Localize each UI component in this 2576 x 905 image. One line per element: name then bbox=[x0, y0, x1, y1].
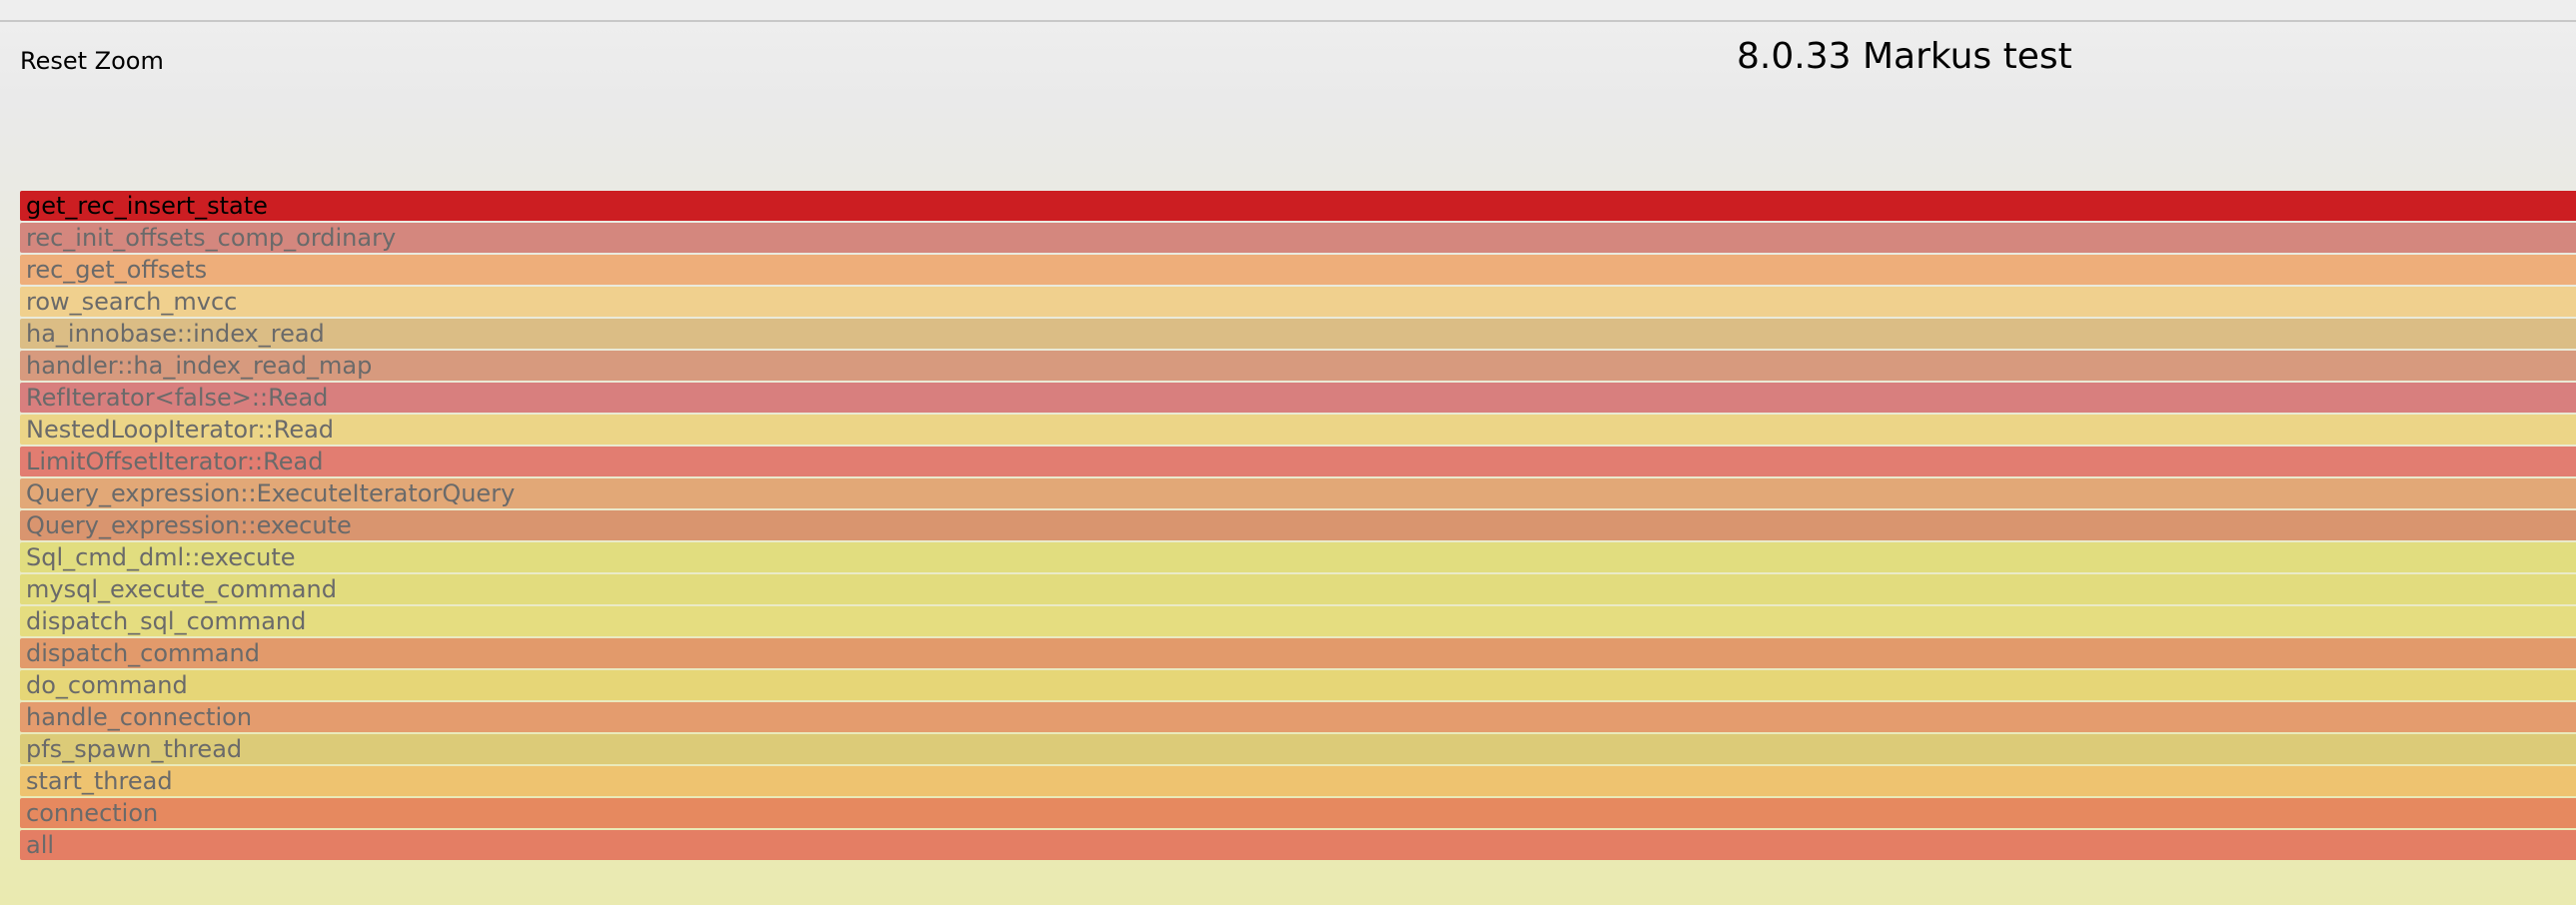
flame-frame[interactable]: RefIterator<false>::Read bbox=[20, 383, 2576, 413]
top-divider bbox=[0, 20, 2576, 22]
flame-frame[interactable]: Sql_cmd_dml::execute bbox=[20, 542, 2576, 572]
flame-frame[interactable]: NestedLoopIterator::Read bbox=[20, 415, 2576, 445]
flame-frame[interactable]: do_command bbox=[20, 670, 2576, 700]
flame-frame[interactable]: dispatch_command bbox=[20, 638, 2576, 668]
reset-zoom-button[interactable]: Reset Zoom bbox=[20, 47, 164, 75]
page-title: 8.0.33 Markus test bbox=[1737, 36, 2072, 77]
flame-frame[interactable]: dispatch_sql_command bbox=[20, 606, 2576, 636]
flame-frame[interactable]: connection bbox=[20, 798, 2576, 828]
flame-frame[interactable]: mysql_execute_command bbox=[20, 574, 2576, 604]
flame-frame[interactable]: start_thread bbox=[20, 766, 2576, 796]
flame-frame[interactable]: pfs_spawn_thread bbox=[20, 734, 2576, 764]
flame-frame[interactable]: Query_expression::execute bbox=[20, 510, 2576, 540]
flame-graph: get_rec_insert_state rec_init_offsets_com… bbox=[20, 191, 2576, 862]
flame-frame[interactable]: ha_innobase::index_read bbox=[20, 319, 2576, 349]
flame-frame[interactable]: handle_connection bbox=[20, 702, 2576, 732]
flame-frame[interactable]: row_search_mvcc bbox=[20, 287, 2576, 317]
flame-frame[interactable]: get_rec_insert_state bbox=[20, 191, 2576, 221]
flame-frame[interactable]: Query_expression::ExecuteIteratorQuery bbox=[20, 478, 2576, 508]
flame-frame[interactable]: handler::ha_index_read_map bbox=[20, 351, 2576, 381]
flame-frame[interactable]: all bbox=[20, 830, 2576, 860]
flame-frame[interactable]: rec_get_offsets bbox=[20, 255, 2576, 285]
flame-frame[interactable]: rec_init_offsets_comp_ordinary bbox=[20, 223, 2576, 253]
flame-frame[interactable]: LimitOffsetIterator::Read bbox=[20, 447, 2576, 476]
